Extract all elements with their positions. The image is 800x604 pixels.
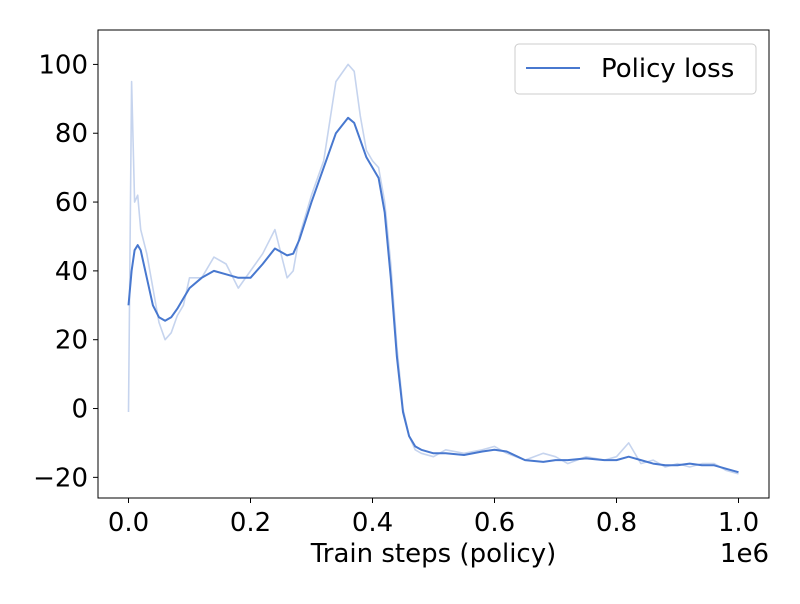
x-axis: 0.0 0.2 0.4 0.6 0.8 1.0 xyxy=(108,498,759,538)
raw-series-line xyxy=(129,64,739,474)
y-tick-label: 60 xyxy=(55,188,88,218)
raw-series-layer xyxy=(129,64,739,474)
x-tick-label: 0.8 xyxy=(596,508,637,538)
y-tick-label: −20 xyxy=(33,463,88,493)
x-axis-label: Train steps (policy) xyxy=(310,539,557,569)
smoothed-series-layer xyxy=(129,118,739,472)
x-tick-label: 0.6 xyxy=(474,508,515,538)
y-tick-label: 40 xyxy=(55,257,88,287)
x-tick-label: 0.2 xyxy=(230,508,271,538)
x-axis-offset-label: 1e6 xyxy=(720,539,769,569)
y-axis: −20 0 20 40 60 80 100 xyxy=(33,50,98,493)
y-tick-label: 100 xyxy=(38,50,88,80)
x-tick-label: 1.0 xyxy=(718,508,759,538)
x-tick-label: 0.0 xyxy=(108,508,149,538)
legend: Policy loss xyxy=(515,44,756,94)
legend-label-policy-loss: Policy loss xyxy=(601,54,734,84)
y-tick-label: 20 xyxy=(55,326,88,356)
x-tick-label: 0.4 xyxy=(352,508,393,538)
y-tick-label: 0 xyxy=(71,395,88,425)
plot-frame xyxy=(98,30,769,498)
y-tick-label: 80 xyxy=(55,119,88,149)
series-line-policy-loss xyxy=(129,118,739,472)
